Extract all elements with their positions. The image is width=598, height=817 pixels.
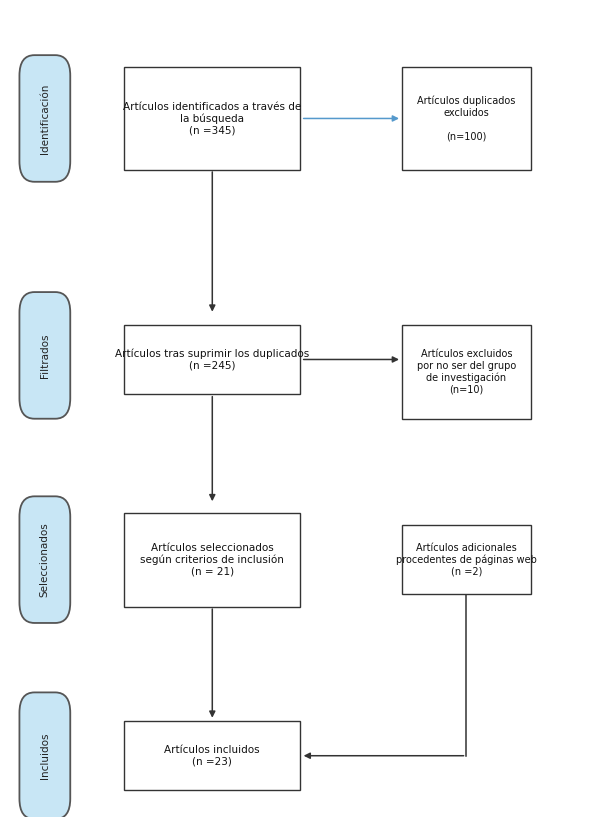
Bar [402,68,530,170]
Bar [124,721,300,791]
Text: Incluidos: Incluidos [40,733,50,779]
FancyBboxPatch shape [19,292,71,419]
Bar [124,513,300,606]
Text: Artículos seleccionados
según criterios de inclusión
(n = 21): Artículos seleccionados según criterios … [141,542,284,577]
Text: Filtrados: Filtrados [40,333,50,377]
Text: Artículos incluidos
(n =23): Artículos incluidos (n =23) [164,745,260,766]
Text: Artículos identificados a través de
la búsqueda
(n =345): Artículos identificados a través de la b… [123,101,301,136]
Text: Identificación: Identificación [40,83,50,154]
Bar [402,325,530,418]
Bar [124,324,300,394]
FancyBboxPatch shape [19,497,71,623]
Text: Artículos adicionales
procedentes de páginas web
(n =2): Artículos adicionales procedentes de pág… [396,542,537,577]
Text: Artículos excluidos
por no ser del grupo
de investigación
(n=10): Artículos excluidos por no ser del grupo… [417,349,516,395]
FancyBboxPatch shape [19,693,71,817]
Bar [124,68,300,170]
Text: Artículos duplicados
excluidos

(n=100): Artículos duplicados excluidos (n=100) [417,96,515,141]
FancyBboxPatch shape [19,56,71,182]
Bar [402,525,530,595]
Text: Artículos tras suprimir los duplicados
(n =245): Artículos tras suprimir los duplicados (… [115,348,309,371]
Text: Seleccionados: Seleccionados [40,522,50,597]
